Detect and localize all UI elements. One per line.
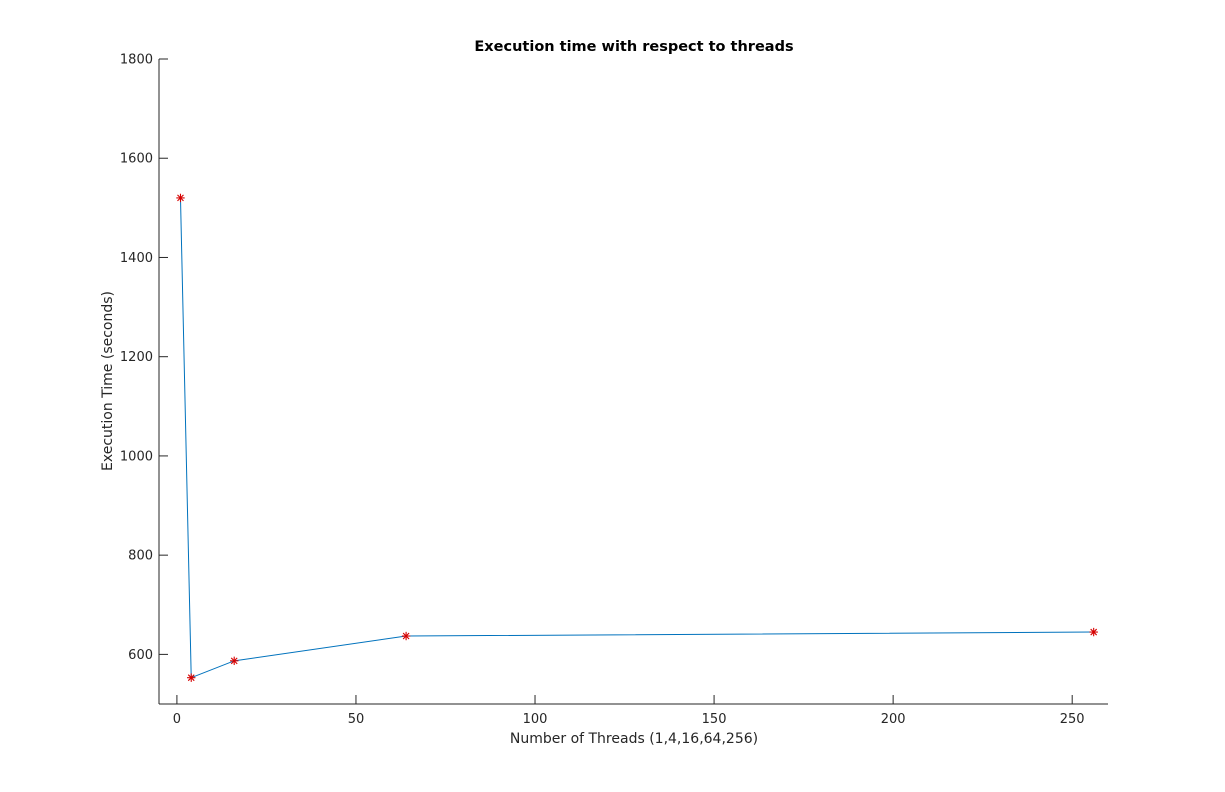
y-tick-label: 800: [128, 549, 153, 564]
data-point-marker: [176, 193, 185, 203]
y-tick-label: 1200: [120, 350, 153, 365]
x-tick-label: 50: [348, 712, 365, 727]
x-tick-label: 150: [702, 712, 727, 727]
x-tick-label: 100: [523, 712, 548, 727]
y-tick-label: 1800: [120, 53, 153, 68]
data-point-marker: [187, 673, 196, 682]
marker-stroke: [230, 657, 238, 665]
marker-stroke: [402, 632, 410, 640]
x-tick-label: 0: [173, 712, 181, 727]
y-tick-label: 1600: [120, 152, 153, 167]
y-axis-title: Execution Time (seconds): [100, 291, 116, 471]
x-axis-title: Number of Threads (1,4,16,64,256): [510, 731, 758, 747]
data-point-marker: [1089, 627, 1098, 637]
plot-area: [176, 193, 1098, 682]
data-point-marker: [401, 631, 411, 641]
y-ticks: 600 800 1000 1200 1400 1600 1800: [120, 53, 168, 663]
y-tick-label: 1000: [120, 449, 153, 464]
marker-stroke: [187, 674, 195, 682]
chart-title: Execution time with respect to threads: [474, 39, 793, 55]
y-tick-label: 600: [128, 648, 153, 663]
x-tick-label: 250: [1060, 712, 1085, 727]
marker-stroke: [177, 194, 184, 202]
data-point-marker: [229, 656, 239, 666]
marker-stroke: [1090, 628, 1098, 636]
y-tick-label: 1400: [120, 251, 153, 266]
x-ticks: 0 50 100 150 200 250: [173, 695, 1085, 727]
axes: 600 800 1000 1200 1400 1600 1800 0 50 100 150 200 2…: [120, 53, 1108, 727]
x-tick-label: 200: [881, 712, 906, 727]
